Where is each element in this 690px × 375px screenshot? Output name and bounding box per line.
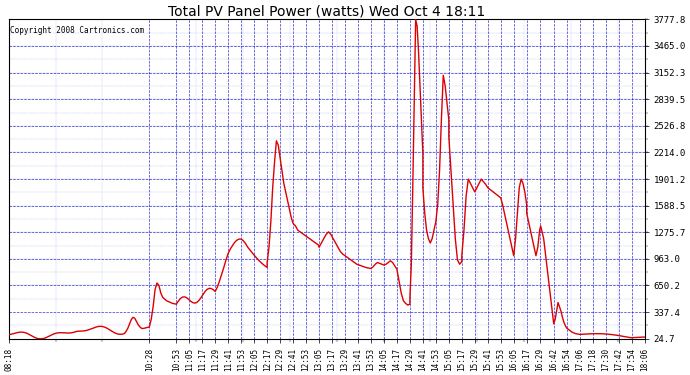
Text: Copyright 2008 Cartronics.com: Copyright 2008 Cartronics.com [10,26,144,35]
Title: Total PV Panel Power (watts) Wed Oct 4 18:11: Total PV Panel Power (watts) Wed Oct 4 1… [168,4,485,18]
